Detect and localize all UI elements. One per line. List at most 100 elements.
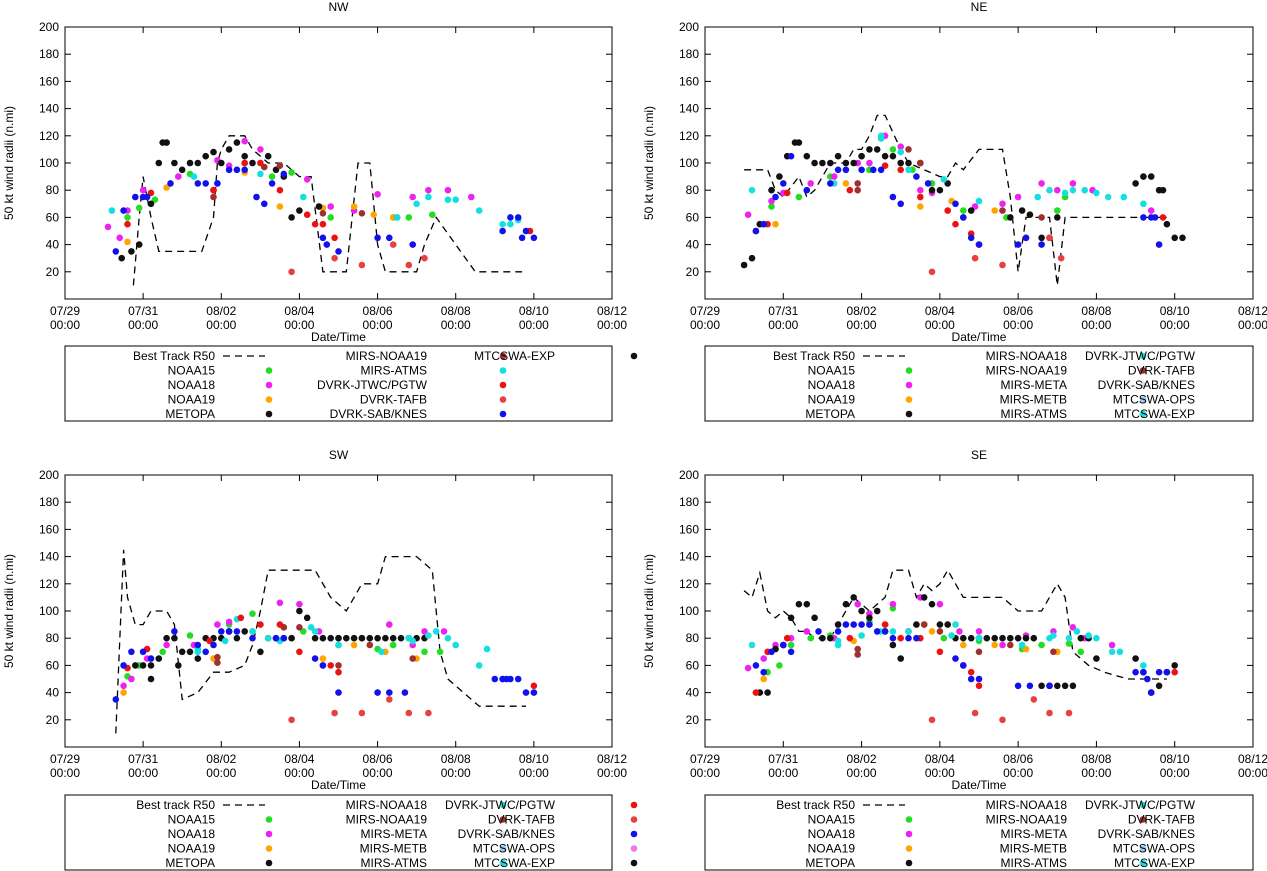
data-point — [1155, 241, 1163, 248]
data-point — [944, 207, 951, 214]
data-point — [768, 203, 775, 210]
data-point — [116, 234, 123, 242]
data-point — [1085, 632, 1092, 639]
x-tick-label-date: 08/02 — [206, 752, 236, 766]
y-tick-label: 140 — [39, 550, 59, 564]
data-point — [139, 186, 147, 194]
data-point — [744, 211, 752, 218]
data-point — [296, 600, 303, 608]
data-point — [881, 152, 889, 160]
data-point — [350, 641, 358, 649]
data-point — [999, 641, 1006, 649]
y-tick-label: 40 — [686, 686, 700, 700]
data-point — [1144, 675, 1151, 683]
x-tick-label-time: 00:00 — [1003, 766, 1033, 780]
data-point — [1061, 189, 1069, 197]
data-point — [194, 641, 202, 649]
y-tick-label: 60 — [686, 210, 700, 224]
x-tick-label-date: 08/04 — [925, 752, 955, 766]
y-tick-label: 40 — [46, 686, 60, 700]
legend-label: MIRS-METB — [1000, 393, 1067, 407]
data-point — [1151, 214, 1159, 221]
data-point — [803, 628, 811, 635]
data-point — [257, 648, 264, 656]
legend-marker — [499, 845, 507, 852]
data-point — [1159, 214, 1167, 221]
data-point — [1093, 634, 1100, 642]
y-tick-label: 20 — [686, 265, 700, 279]
data-point — [917, 203, 924, 210]
chart-panel-sw: SW2040608010012014016018020007/2900:0007… — [2, 448, 638, 871]
data-point — [944, 180, 951, 187]
data-point — [1014, 193, 1022, 201]
data-point — [218, 159, 225, 167]
data-point — [1014, 634, 1022, 642]
data-point — [358, 709, 366, 717]
data-point — [897, 655, 904, 662]
data-point — [288, 716, 295, 724]
legend-marker — [1139, 859, 1147, 867]
data-point — [1030, 696, 1038, 703]
data-point — [386, 621, 393, 628]
data-point — [303, 176, 311, 183]
data-point — [897, 166, 904, 174]
data-point — [264, 152, 272, 160]
data-point — [124, 238, 131, 246]
data-point — [866, 159, 873, 167]
data-point — [1030, 634, 1038, 642]
data-point — [1093, 655, 1100, 662]
data-point — [128, 648, 135, 656]
legend-label: DVRK-SAB/KNES — [330, 407, 427, 421]
data-point — [319, 655, 327, 662]
data-point — [382, 634, 389, 642]
data-point — [999, 207, 1006, 214]
data-point — [514, 214, 522, 221]
chart-panel-nw: NW2040608010012014016018020007/2900:0007… — [2, 0, 638, 422]
series-dvrk-tafb — [928, 234, 1065, 276]
data-point — [936, 186, 944, 194]
data-point — [221, 637, 229, 645]
data-point — [889, 628, 897, 635]
legend-marker — [1139, 816, 1147, 823]
data-point — [1038, 682, 1045, 690]
y-axis-label: 50 kt wind radii (n.mi) — [642, 106, 656, 220]
data-point — [440, 628, 448, 635]
x-tick-label-date: 08/06 — [1003, 304, 1033, 318]
legend-label: NOAA15 — [168, 813, 216, 827]
data-point — [276, 599, 284, 607]
data-point — [132, 193, 139, 201]
data-point — [858, 632, 865, 639]
y-tick-label: 120 — [39, 577, 59, 591]
y-tick-label: 80 — [46, 631, 60, 645]
data-point — [120, 662, 127, 669]
x-tick-label-time: 00:00 — [441, 766, 471, 780]
data-point — [967, 668, 975, 676]
data-point — [210, 641, 217, 649]
y-axis-label: 50 kt wind radii (n.mi) — [642, 554, 656, 668]
series-mirs-atms — [108, 166, 522, 228]
data-point — [1132, 668, 1139, 676]
x-tick-label-date: 08/08 — [1081, 304, 1111, 318]
data-point — [518, 234, 526, 242]
legend-label: MTCSWA-EXP — [1114, 407, 1195, 421]
data-point — [881, 621, 889, 628]
data-point — [1093, 189, 1100, 197]
data-point — [159, 648, 166, 656]
legend-marker — [905, 845, 913, 852]
legend-label: DVRK-TAFB — [488, 813, 555, 827]
data-point — [787, 641, 795, 649]
data-point — [960, 641, 967, 649]
data-point — [920, 594, 928, 601]
data-point — [163, 139, 170, 146]
data-point — [386, 689, 393, 696]
series-metopa — [132, 607, 428, 683]
data-point — [475, 662, 483, 669]
data-point — [1077, 634, 1085, 642]
data-point — [206, 637, 213, 645]
legend-box — [64, 794, 613, 871]
data-point — [350, 634, 358, 642]
data-point — [905, 166, 912, 174]
series-dvrk-sab-knes — [112, 628, 538, 703]
data-point — [1026, 682, 1034, 690]
data-point — [190, 173, 198, 180]
